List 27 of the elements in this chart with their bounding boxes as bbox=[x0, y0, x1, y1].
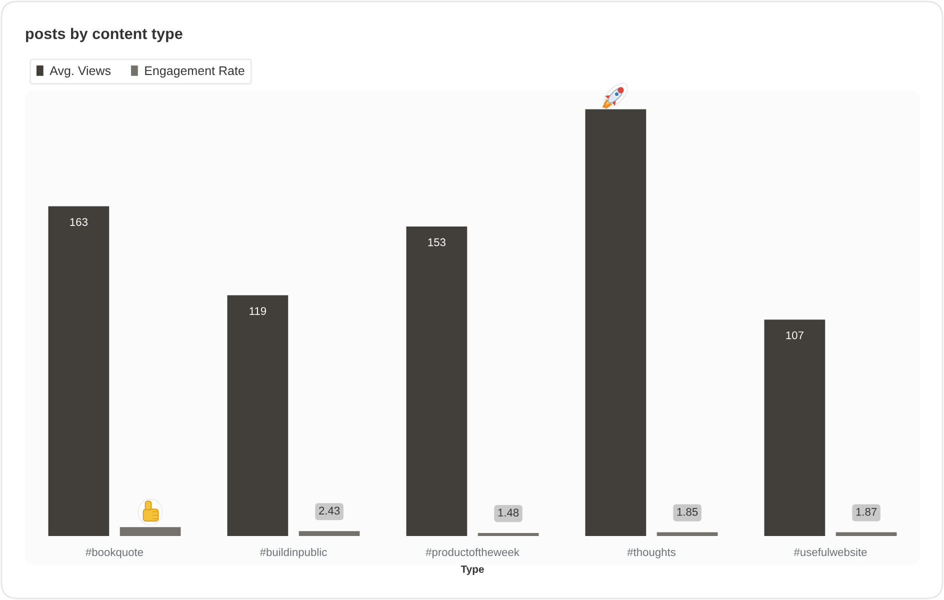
bar bbox=[478, 533, 539, 536]
bar bbox=[48, 206, 110, 536]
bar bbox=[120, 527, 181, 536]
x-tick-label: #usefulwebsite bbox=[794, 548, 867, 556]
bar bbox=[836, 532, 897, 536]
x-tick-label: #bookquote bbox=[86, 548, 144, 558]
data-label: 119 bbox=[250, 307, 266, 315]
data-label: 1.48 bbox=[498, 508, 519, 517]
data-label: 153 bbox=[428, 238, 446, 246]
bar bbox=[656, 532, 718, 536]
bar bbox=[406, 226, 468, 536]
bar bbox=[298, 531, 360, 536]
data-label: 107 bbox=[786, 331, 804, 340]
legend-label: Avg. Views bbox=[50, 66, 111, 78]
x-tick-label: #thoughts bbox=[627, 548, 676, 558]
x-tick-label: #buildinpublic bbox=[260, 548, 327, 558]
chart-title: posts by content type bbox=[26, 28, 182, 42]
bar bbox=[764, 320, 826, 536]
data-label: 2.43 bbox=[319, 506, 340, 515]
data-label: 1.85 bbox=[677, 508, 698, 516]
bar bbox=[227, 295, 288, 536]
data-label: 163 bbox=[70, 218, 88, 226]
data-label: 1.87 bbox=[856, 508, 877, 516]
x-axis-title: Type bbox=[460, 566, 484, 575]
bar bbox=[585, 109, 646, 536]
x-tick-label: #productoftheweek bbox=[426, 548, 520, 558]
legend-label: Engagement Rate bbox=[145, 66, 244, 78]
